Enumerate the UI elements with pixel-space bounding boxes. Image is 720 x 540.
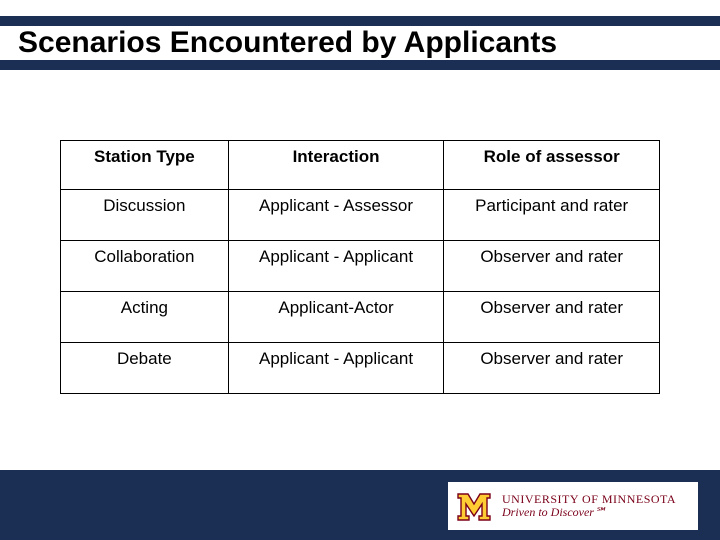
page-title: Scenarios Encountered by Applicants: [18, 26, 557, 60]
logo-text: UNIVERSITY OF MINNESOTA Driven to Discov…: [502, 493, 676, 518]
col-header-interaction: Interaction: [228, 141, 444, 190]
logo-line2: Driven to Discover℠: [502, 506, 676, 519]
cell-interaction: Applicant - Applicant: [228, 241, 444, 292]
table-row: Debate Applicant - Applicant Observer an…: [61, 343, 660, 394]
col-header-role: Role of assessor: [444, 141, 660, 190]
title-band: Scenarios Encountered by Applicants: [0, 16, 720, 70]
scenarios-table-wrap: Station Type Interaction Role of assesso…: [60, 140, 660, 394]
cell-role: Participant and rater: [444, 190, 660, 241]
cell-role: Observer and rater: [444, 241, 660, 292]
table-row: Discussion Applicant - Assessor Particip…: [61, 190, 660, 241]
university-logo: UNIVERSITY OF MINNESOTA Driven to Discov…: [448, 482, 698, 530]
cell-station-type: Collaboration: [61, 241, 229, 292]
table-row: Collaboration Applicant - Applicant Obse…: [61, 241, 660, 292]
cell-station-type: Discussion: [61, 190, 229, 241]
cell-interaction: Applicant - Assessor: [228, 190, 444, 241]
table-row: Acting Applicant-Actor Observer and rate…: [61, 292, 660, 343]
cell-role: Observer and rater: [444, 343, 660, 394]
cell-role: Observer and rater: [444, 292, 660, 343]
cell-station-type: Acting: [61, 292, 229, 343]
col-header-station-type: Station Type: [61, 141, 229, 190]
cell-interaction: Applicant - Applicant: [228, 343, 444, 394]
scenarios-table: Station Type Interaction Role of assesso…: [60, 140, 660, 394]
block-m-icon: [456, 486, 492, 526]
block-m-path: [458, 494, 490, 520]
cell-station-type: Debate: [61, 343, 229, 394]
footer-band: UNIVERSITY OF MINNESOTA Driven to Discov…: [0, 470, 720, 540]
table-header-row: Station Type Interaction Role of assesso…: [61, 141, 660, 190]
cell-interaction: Applicant-Actor: [228, 292, 444, 343]
